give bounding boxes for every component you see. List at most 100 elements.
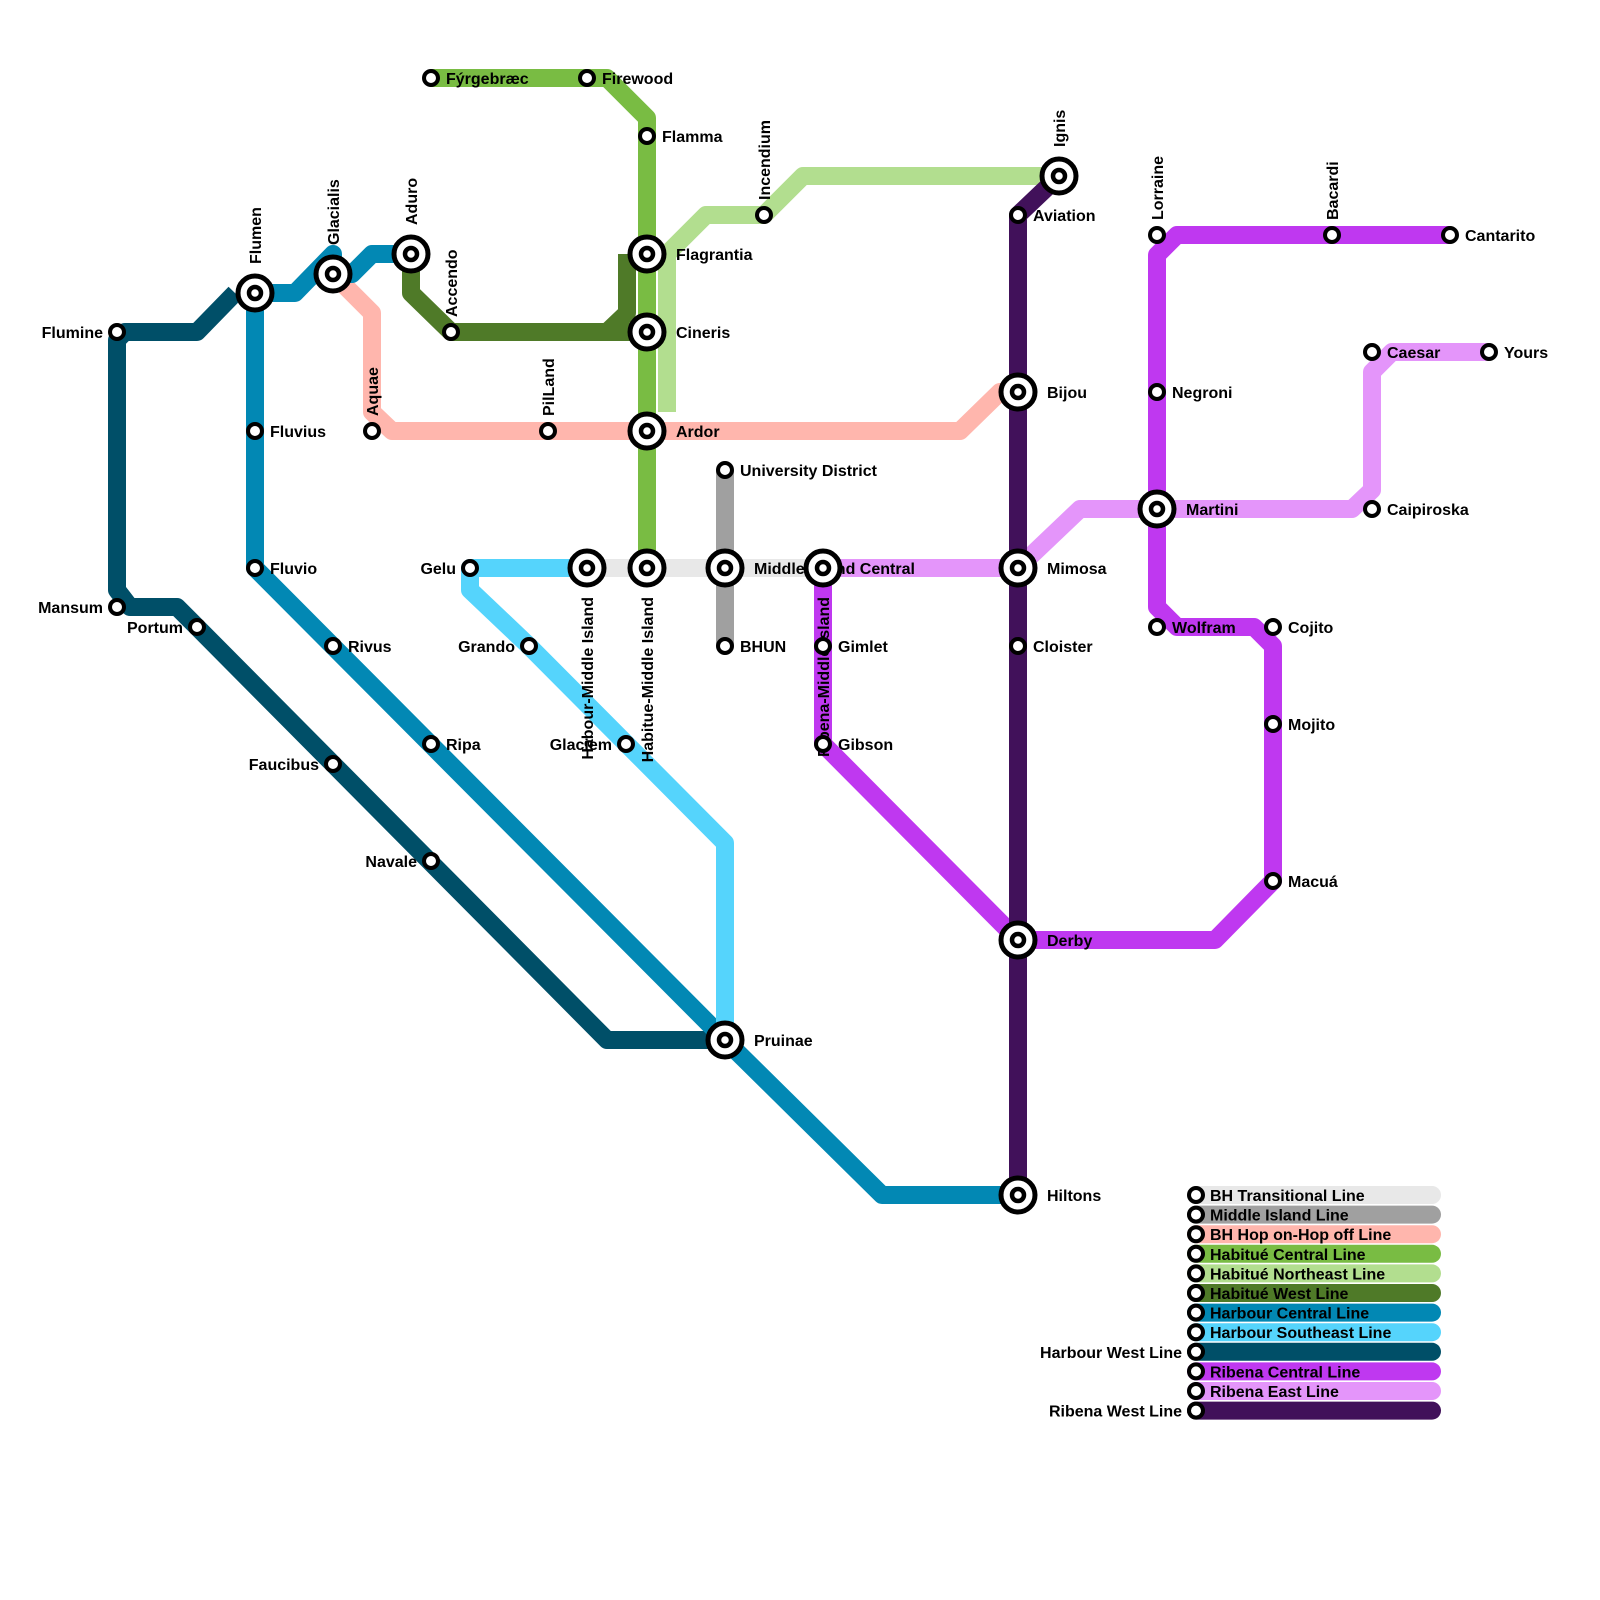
station-label: Mojito (1288, 717, 1335, 734)
station-derby[interactable] (998, 920, 1038, 960)
habitue-west-line (402, 254, 636, 341)
legend-station-icon (1187, 1244, 1205, 1263)
station-flumine[interactable] (108, 323, 126, 341)
legend-station-icon (1187, 1342, 1205, 1361)
station-macua[interactable] (1264, 872, 1282, 890)
station-fluvius[interactable] (246, 422, 264, 440)
station-label: Fluvio (270, 561, 317, 578)
station-icon (422, 69, 440, 87)
station-icon (422, 735, 440, 753)
legend-item-habitue-central: Habitué Central Line (1187, 1244, 1441, 1264)
station-label: Habour-Middle Island (580, 597, 597, 760)
station-aviation[interactable] (1009, 206, 1027, 224)
legend-station-icon (1187, 1401, 1205, 1420)
station-label: PilLand (541, 358, 558, 416)
station-rivus[interactable] (324, 637, 342, 655)
station-glacialis[interactable] (313, 254, 353, 294)
station-label: Incendium (757, 120, 774, 200)
station-glaciem[interactable] (617, 735, 635, 753)
station-fluvio[interactable] (246, 559, 264, 577)
station-bijou[interactable] (998, 372, 1038, 412)
station-faucibus[interactable] (324, 755, 342, 773)
station-icon (1480, 343, 1498, 361)
station-pilland[interactable] (539, 422, 557, 440)
station-icon (1009, 206, 1027, 224)
station-label: Flumine (42, 325, 103, 342)
station-icon (1441, 226, 1459, 244)
station-hiltons[interactable] (998, 1175, 1038, 1215)
station-mimosa[interactable] (998, 548, 1038, 588)
station-caipiroska[interactable] (1363, 500, 1381, 518)
station-cineris[interactable] (627, 312, 667, 352)
legend-station-icon (1187, 1186, 1205, 1204)
station-middle-island-central[interactable] (705, 548, 745, 588)
station-label: Gibson (838, 737, 893, 754)
station-mojito[interactable] (1264, 715, 1282, 733)
station-icon (814, 637, 832, 655)
station-label: Lorraine (1150, 156, 1167, 220)
station-ignis[interactable] (1039, 156, 1079, 196)
station-icon (814, 735, 832, 753)
interchange-inner-icon (578, 559, 596, 577)
station-label: Navale (365, 854, 417, 871)
station-icon (638, 127, 656, 145)
station-incendium[interactable] (755, 206, 773, 224)
station-university-district[interactable] (716, 461, 734, 479)
station-icon (1009, 637, 1027, 655)
station-flumen[interactable] (235, 273, 275, 313)
station-cloister[interactable] (1009, 637, 1027, 655)
station-firewood[interactable] (578, 69, 596, 87)
station-lorraine[interactable] (1148, 226, 1166, 244)
station-fyrgebraec[interactable] (422, 69, 440, 87)
station-label: Glaciem (550, 737, 612, 754)
station-grando[interactable] (520, 637, 538, 655)
station-pruinae[interactable] (705, 1020, 745, 1060)
station-label: Ribena-Middle Island (816, 597, 833, 757)
station-label: Flumen (248, 207, 265, 264)
interchange-inner-icon (1009, 559, 1027, 577)
stations-layer: Fýrgebræc Firewood Flamma Incendium Ignis Avi… (38, 69, 1548, 1215)
interchange-inner-icon (1009, 931, 1027, 949)
station-mansum[interactable] (108, 598, 126, 616)
harbour-west-line (108, 286, 725, 1049)
legend-station-icon (1187, 1284, 1205, 1302)
station-label: Firewood (602, 71, 673, 88)
station-portum[interactable] (188, 618, 206, 636)
legend-item-harbour-west: Harbour West Line (1040, 1342, 1441, 1362)
station-caesar[interactable] (1363, 343, 1381, 361)
station-gimlet[interactable] (814, 637, 832, 655)
station-ribena-middle-island[interactable] (803, 548, 843, 588)
station-label: Negroni (1172, 385, 1232, 402)
station-martini[interactable] (1137, 489, 1177, 529)
station-flagrantia[interactable] (627, 234, 667, 274)
station-cantarito[interactable] (1441, 226, 1459, 244)
station-aquae[interactable] (363, 422, 381, 440)
station-icon (539, 422, 557, 440)
station-icon (324, 755, 342, 773)
interchange-inner-icon (716, 1031, 734, 1049)
station-habitue-middle-island[interactable] (627, 548, 667, 588)
legend-station-icon (1187, 1205, 1205, 1224)
station-label: Grando (458, 639, 515, 656)
station-negroni[interactable] (1148, 383, 1166, 401)
station-bhun[interactable] (716, 637, 734, 655)
station-ardor[interactable] (627, 411, 667, 451)
station-flamma[interactable] (638, 127, 656, 145)
station-navale[interactable] (422, 852, 440, 870)
interchange-inner-icon (324, 265, 342, 283)
station-gelu[interactable] (461, 559, 479, 577)
legend-item-ribena-west: Ribena West Line (1049, 1401, 1441, 1421)
station-ripa[interactable] (422, 735, 440, 753)
station-wolfram[interactable] (1148, 618, 1166, 636)
station-label: Fýrgebræc (446, 71, 529, 88)
station-label: Portum (127, 620, 183, 637)
station-cojito[interactable] (1264, 618, 1282, 636)
station-accendo[interactable] (442, 323, 460, 341)
interchange-inner-icon (638, 559, 656, 577)
station-harbour-middle-island[interactable] (567, 548, 607, 588)
station-icon (1264, 618, 1282, 636)
station-bacardi[interactable] (1323, 226, 1341, 244)
station-aduro[interactable] (391, 234, 431, 274)
station-yours[interactable] (1480, 343, 1498, 361)
station-gibson[interactable] (814, 735, 832, 753)
